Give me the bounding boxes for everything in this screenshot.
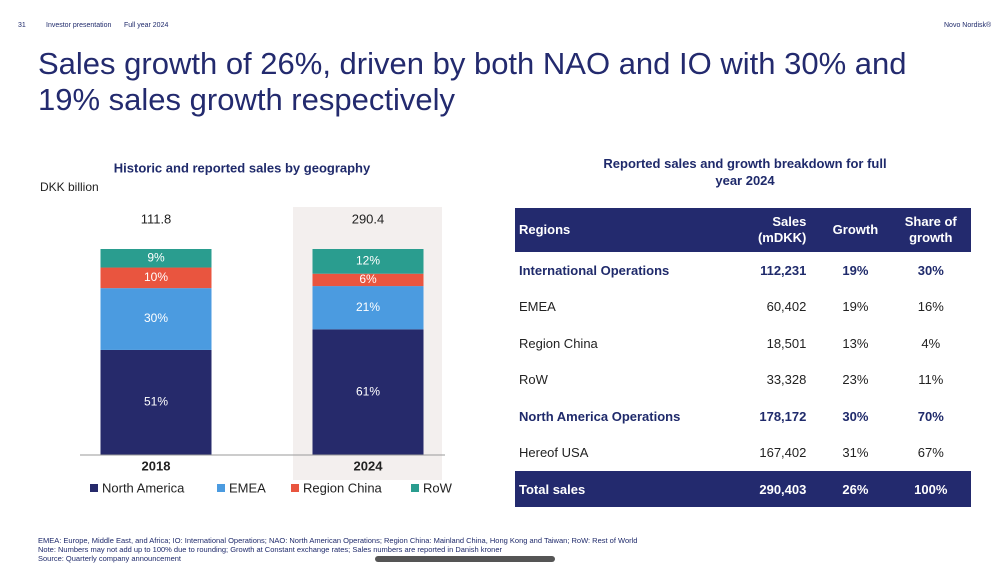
brand: Novo Nordisk®	[944, 22, 992, 29]
table-cell: International Operations	[519, 262, 670, 278]
column-header: Share of growth	[890, 208, 971, 252]
column-header: Sales (mDKK)	[729, 208, 821, 252]
legend-label: EMEA	[229, 480, 266, 495]
table-cell: 100%	[890, 471, 971, 507]
table-row: Region China 18,501 13% 4%	[515, 325, 971, 362]
table-cell: 23%	[842, 372, 869, 388]
table-cell: 11%	[918, 372, 944, 388]
bar-segment	[312, 286, 424, 330]
column-header: Regions	[515, 208, 730, 252]
table-row: EMEA 60,402 19% 16%	[515, 289, 971, 326]
page-number: 31	[18, 22, 26, 29]
bar-segment	[100, 267, 212, 289]
table-cell: 30%	[917, 262, 944, 278]
table-cell: 13%	[842, 335, 869, 351]
x-tick-label: 2018	[142, 458, 171, 473]
bar-segment	[100, 249, 212, 268]
table-cell: 60,402	[766, 299, 807, 315]
table-cell: 19%	[842, 299, 869, 315]
table-cell: 67%	[917, 445, 944, 461]
table-cell: 18,501	[766, 335, 807, 351]
table-cell: 167,402	[759, 445, 807, 461]
period: Full year 2024	[124, 22, 169, 29]
legend-label: RoW	[423, 480, 453, 495]
table-row: Hereof USA 167,402 31% 67%	[515, 435, 971, 472]
column-header: Growth	[820, 208, 891, 252]
table-cell: 26%	[820, 471, 891, 507]
legend-swatch	[217, 484, 225, 492]
total-label: 290.4	[352, 211, 385, 226]
table-cell: Hereof USA	[519, 445, 589, 461]
segment-label: 10%	[144, 270, 168, 284]
bar-segment	[100, 288, 212, 350]
scrollbar	[375, 556, 555, 562]
table-cell: RoW	[519, 372, 548, 388]
table-cell: Region China	[519, 335, 598, 351]
table-row: RoW 33,328 23% 11%	[515, 362, 971, 399]
segment-label: 30%	[144, 311, 168, 325]
table: Regions Sales (mDKK) Growth Share of gro…	[515, 208, 971, 507]
table-title: Reported sales and growth breakdown for …	[603, 156, 887, 188]
legend-swatch	[411, 484, 419, 492]
table-cell: 19%	[842, 262, 869, 278]
segment-label: 21%	[356, 300, 380, 314]
segment-label: 12%	[356, 254, 380, 268]
table-cell: 30%	[842, 408, 869, 424]
segment-label: 9%	[147, 250, 165, 264]
table-row: North America Operations 178,172 30% 70%	[515, 398, 971, 435]
table-cell: 31%	[842, 445, 869, 461]
table-cell: 16%	[917, 299, 944, 315]
slide-title: Sales growth of 26%, driven by both NAO …	[38, 46, 907, 117]
legend-swatch	[90, 484, 98, 492]
footnotes: EMEA: Europe, Middle East, and Africa; I…	[38, 536, 637, 563]
table-row: Total sales 290,403 26% 100%	[515, 471, 971, 507]
footnote: Source: Quarterly company announcement	[38, 554, 181, 563]
x-tick-label: 2024	[354, 458, 384, 473]
segment-label: 6%	[359, 272, 377, 286]
table-row: International Operations 112,231 19% 30%	[515, 252, 971, 289]
table-cell: 70%	[917, 408, 944, 424]
total-label: 111.8	[141, 211, 172, 226]
table-cell: 178,172	[759, 408, 807, 424]
legend-swatch	[291, 484, 299, 492]
bar-segment	[312, 249, 424, 274]
section: Investor presentation	[46, 22, 112, 29]
unit-label: DKK billion	[40, 180, 99, 194]
table-cell: EMEA	[519, 299, 556, 315]
bar-segment	[312, 329, 424, 455]
table-cell: 112,231	[760, 262, 807, 278]
footnote: EMEA: Europe, Middle East, and Africa; I…	[38, 536, 638, 545]
bar-segment	[100, 349, 212, 455]
table-cell: 4%	[921, 335, 941, 351]
footnote: Note: Numbers may not add up to 100% due…	[38, 545, 503, 554]
table-cell: North America Operations	[519, 408, 681, 424]
legend-label: Region China	[303, 480, 383, 495]
bar-segment	[312, 273, 424, 287]
table-cell: Total sales	[515, 471, 730, 507]
legend-label: North America	[102, 480, 185, 495]
table-cell: 290,403	[729, 471, 821, 507]
chart-title: Historic and reported sales by geography	[114, 160, 371, 175]
table-cell: 33,328	[766, 372, 807, 388]
segment-label: 51%	[144, 395, 168, 409]
chart: Historic and reported sales by geography…	[40, 160, 453, 495]
segment-label: 61%	[356, 384, 380, 398]
